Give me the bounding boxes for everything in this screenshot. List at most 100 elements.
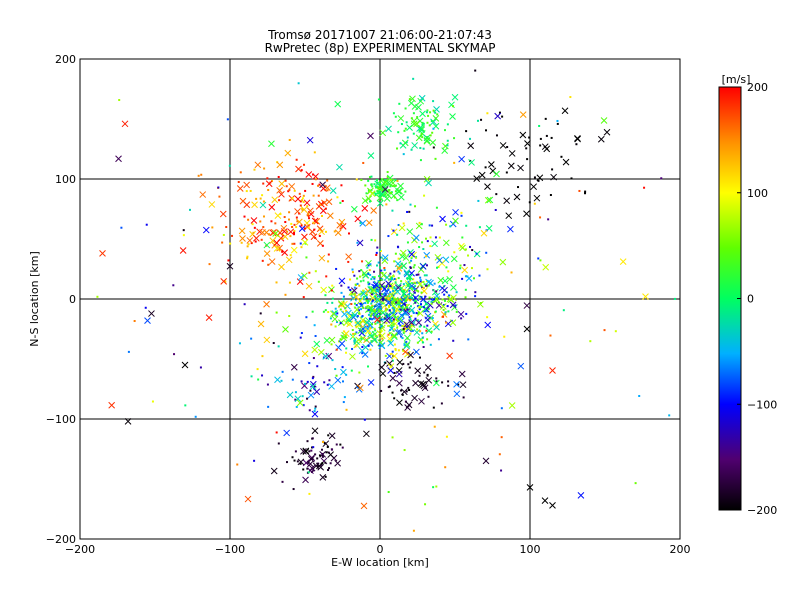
data-point-dot [351, 296, 354, 299]
data-point-dot [634, 482, 637, 485]
data-point-x [423, 251, 431, 259]
data-point-dot [435, 377, 438, 380]
data-point-dot [433, 425, 436, 428]
data-point-x [433, 379, 440, 387]
colorbar-ticks: 200 100 0 −100 −200 [737, 81, 777, 517]
data-point-dot [376, 190, 379, 193]
data-point-dot [410, 286, 413, 289]
data-point-dot [318, 234, 321, 237]
data-point-x [270, 467, 278, 475]
data-point-dot [370, 278, 373, 281]
data-point-dot [387, 491, 390, 494]
data-point-dot [299, 336, 302, 339]
data-point-x [450, 255, 458, 263]
data-point-dot [393, 343, 396, 346]
data-point-dot [311, 377, 314, 380]
data-point-x [453, 390, 461, 398]
data-point-x [278, 190, 285, 198]
data-point-dot [392, 229, 395, 232]
data-point-dot [419, 279, 422, 282]
data-point-dot [360, 337, 363, 340]
data-point-dot [293, 230, 296, 233]
x-tick-label: 0 [377, 543, 384, 556]
data-point-dot [312, 357, 315, 360]
data-point-dot [376, 321, 379, 324]
data-point-dot [394, 190, 397, 193]
data-point-dot [404, 400, 407, 403]
data-point-x [449, 319, 457, 326]
data-point-dot [277, 345, 280, 348]
data-point-x [179, 247, 187, 254]
data-point-x [148, 310, 155, 317]
data-point-dot [314, 178, 317, 181]
data-point-dot [569, 96, 572, 99]
data-point-dot [371, 300, 374, 303]
data-point-dot [366, 266, 369, 269]
data-point-x [409, 95, 416, 103]
data-point-x [600, 117, 608, 124]
data-point-x [350, 205, 358, 213]
data-point-x [121, 120, 129, 128]
data-point-dot [426, 324, 429, 327]
data-point-x [384, 191, 392, 199]
data-point-dot [391, 311, 394, 314]
data-point-dot [297, 82, 300, 85]
data-point-x [397, 182, 404, 190]
data-point-dot [380, 285, 383, 288]
data-point-dot [302, 468, 305, 471]
data-point-x [313, 340, 321, 348]
data-point-dot [294, 398, 297, 401]
data-point-dot [441, 381, 444, 384]
data-point-dot [301, 395, 304, 398]
data-point-dot [304, 382, 307, 385]
data-point-dot [194, 415, 197, 418]
data-point-dot [422, 286, 425, 289]
data-point-x [517, 164, 524, 172]
data-point-dot [393, 286, 396, 289]
data-point-dot [277, 175, 280, 178]
data-point-dot [323, 381, 326, 384]
data-point-dot [372, 299, 375, 302]
data-point-dot [533, 202, 536, 205]
data-point-dot [486, 268, 489, 271]
data-point-x [427, 314, 435, 322]
data-point-dot [321, 244, 324, 247]
data-point-dot [426, 338, 429, 341]
data-point-dot [339, 443, 342, 446]
data-point-dot [246, 245, 249, 248]
data-point-dot [396, 290, 399, 293]
data-point-x [370, 207, 378, 214]
data-point-dot [417, 290, 420, 293]
data-point-dot [375, 294, 378, 297]
data-point-x [265, 180, 273, 188]
data-point-dot [376, 285, 379, 288]
data-point-dot [538, 124, 541, 127]
data-point-dot [250, 375, 253, 378]
data-point-dot [363, 298, 366, 301]
data-point-dot [409, 309, 412, 312]
data-point-x [351, 311, 359, 319]
data-point-dot [345, 347, 348, 350]
data-point-dot [349, 292, 352, 295]
data-point-dot [400, 123, 403, 126]
data-point-dot [421, 123, 424, 126]
data-point-dot [435, 485, 438, 488]
data-point-dot [384, 354, 387, 357]
data-point-x [356, 384, 364, 392]
data-point-x [372, 281, 380, 288]
data-point-x [306, 207, 314, 215]
data-point-x [411, 142, 419, 149]
data-point-dot [302, 194, 305, 197]
data-point-x [494, 112, 502, 120]
data-point-dot [392, 305, 395, 308]
data-point-x [452, 217, 459, 225]
data-point-dot [376, 192, 379, 195]
data-point-x [317, 463, 325, 471]
data-point-dot [300, 246, 303, 249]
data-point-dot [368, 200, 371, 203]
data-point-x [451, 93, 459, 101]
data-point-dot [224, 280, 227, 283]
data-point-x [394, 284, 402, 292]
data-point-dot [370, 238, 373, 241]
data-point-dot [357, 309, 360, 312]
